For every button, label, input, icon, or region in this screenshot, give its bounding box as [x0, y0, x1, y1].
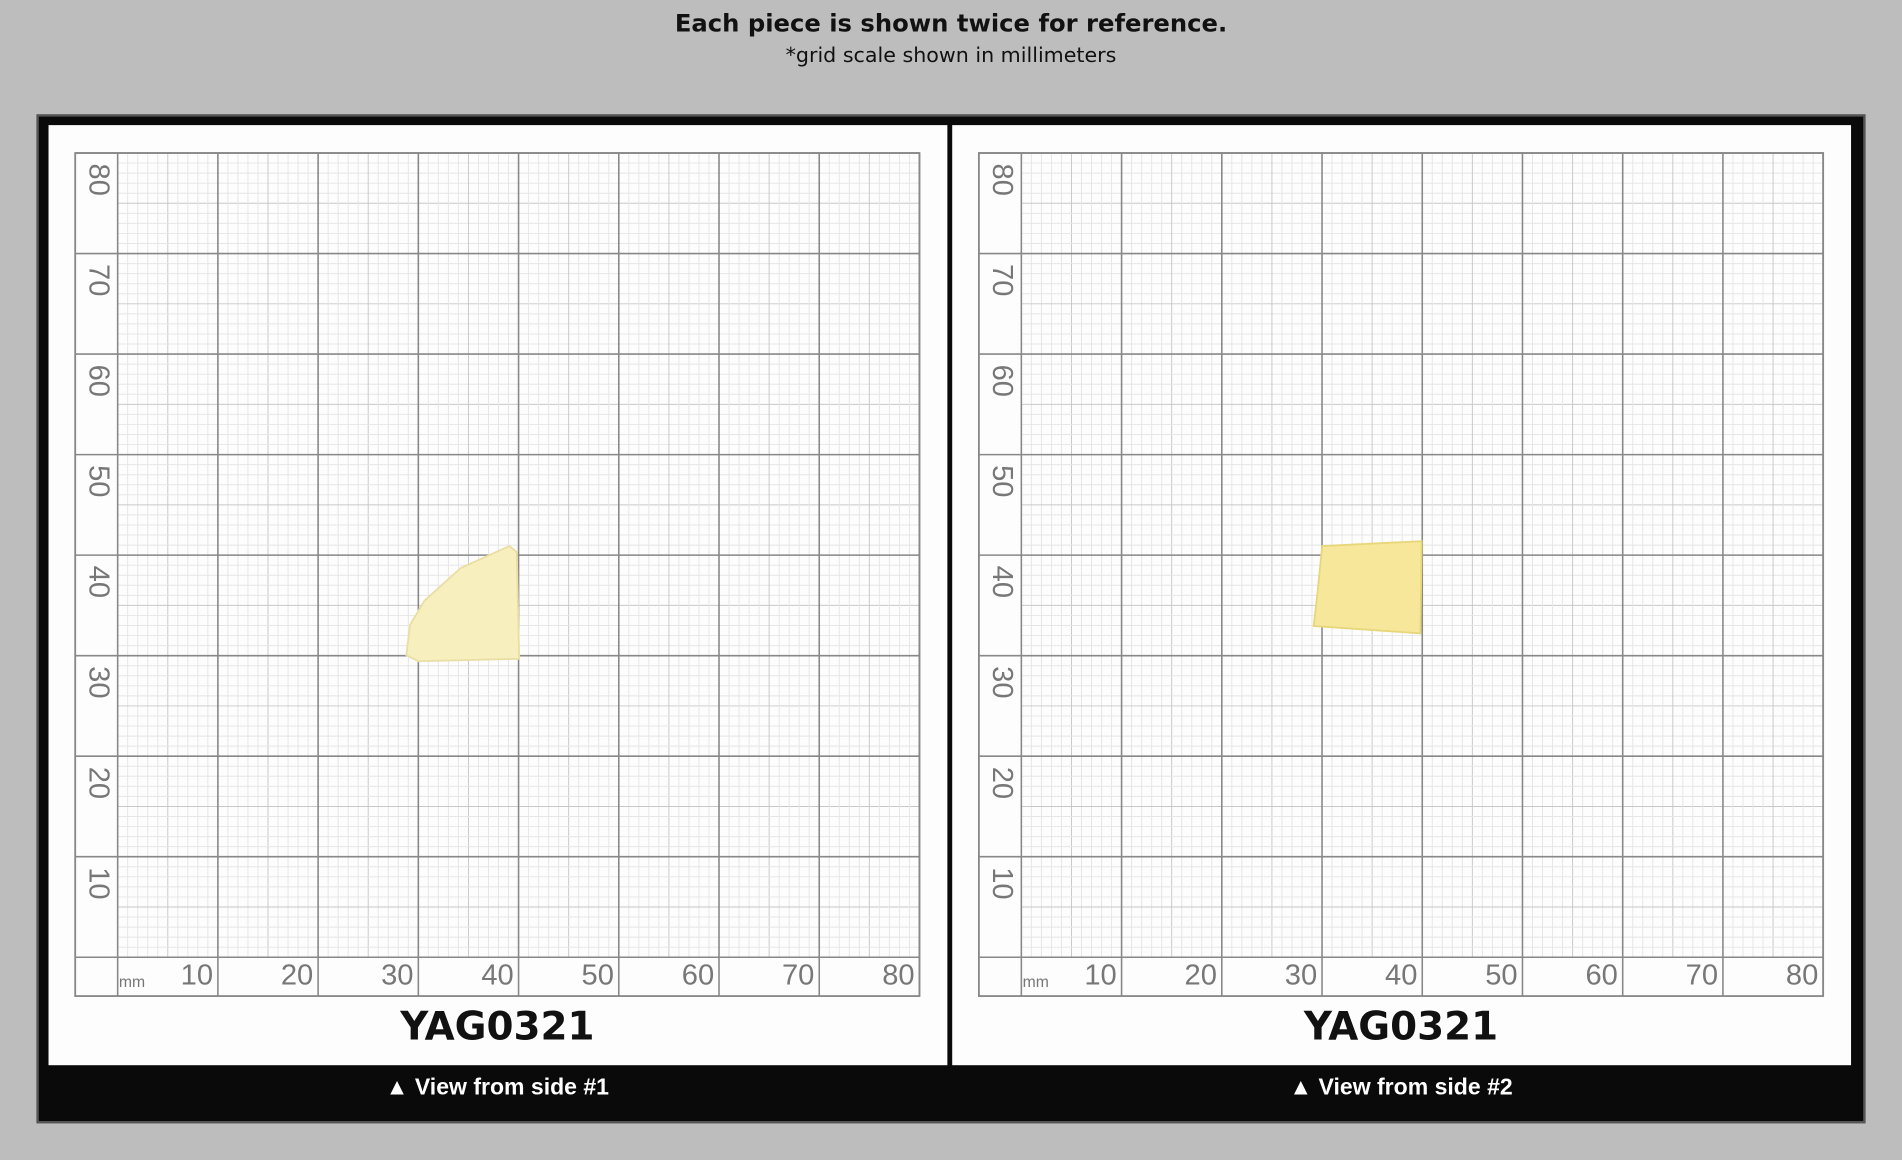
y-scale-label: 10 [82, 867, 114, 899]
y-scale-label: 40 [986, 566, 1018, 598]
x-scale-label: 80 [1786, 959, 1818, 991]
y-scale-label: 50 [986, 465, 1018, 497]
view-caption: ▲ View from side #1 [386, 1073, 610, 1099]
x-scale-label: 50 [1485, 959, 1517, 991]
grid-border [74, 152, 921, 997]
y-scale-label: 70 [82, 264, 114, 296]
unit-label: mm [1023, 974, 1049, 991]
title: Each piece is shown twice for reference. [675, 8, 1227, 37]
view-caption: ▲ View from side #2 [1289, 1073, 1512, 1099]
y-scale-label: 30 [82, 666, 114, 698]
x-scale-label: 60 [682, 959, 714, 991]
x-scale-label: 40 [1385, 959, 1417, 991]
crystal-piece [405, 544, 521, 663]
x-scale-label: 50 [582, 959, 614, 991]
panel: 10 20 30 40 50 60 70 80 80 70 60 50 40 30 20 10 mm YAG032… [48, 125, 948, 1099]
x-scale-label: 80 [882, 959, 914, 991]
y-scale-label: 60 [986, 365, 1018, 397]
grid-border [977, 152, 1825, 997]
y-scale-label: 60 [82, 365, 114, 397]
x-scale-label: 20 [281, 959, 313, 991]
unit-label: mm [119, 974, 145, 991]
panels: 10 20 30 40 50 60 70 80 80 70 60 50 40 30 20 10 mm YAG032… [48, 125, 1852, 1099]
y-scale-label: 20 [986, 767, 1018, 799]
x-scale-label: 70 [782, 959, 814, 991]
y-scale-label: 20 [82, 767, 114, 799]
piece-label: YAG0321 [1303, 1004, 1498, 1049]
x-scale-label: 40 [481, 959, 513, 991]
x-scale-label: 60 [1585, 959, 1617, 991]
y-scale-label: 30 [986, 666, 1018, 698]
x-scale-label: 30 [1285, 959, 1317, 991]
piece-label: YAG0321 [399, 1004, 594, 1049]
y-scale-label: 70 [986, 264, 1018, 296]
x-scale-label: 20 [1185, 959, 1217, 991]
y-scale-label: 10 [986, 867, 1018, 899]
x-scale-label: 70 [1686, 959, 1718, 991]
y-scale-label: 40 [82, 566, 114, 598]
panel: 10 20 30 40 50 60 70 80 80 70 60 50 40 30 20 10 mm YAG032… [952, 125, 1852, 1099]
x-scale-label: 30 [381, 959, 413, 991]
crystal-piece [1312, 540, 1423, 635]
y-scale-label: 80 [986, 164, 1018, 196]
subtitle: *grid scale shown in millimeters [786, 43, 1117, 67]
y-scale-label: 50 [82, 465, 114, 497]
x-scale-label: 10 [181, 959, 213, 991]
y-scale-label: 80 [82, 164, 114, 196]
x-scale-label: 10 [1084, 959, 1116, 991]
